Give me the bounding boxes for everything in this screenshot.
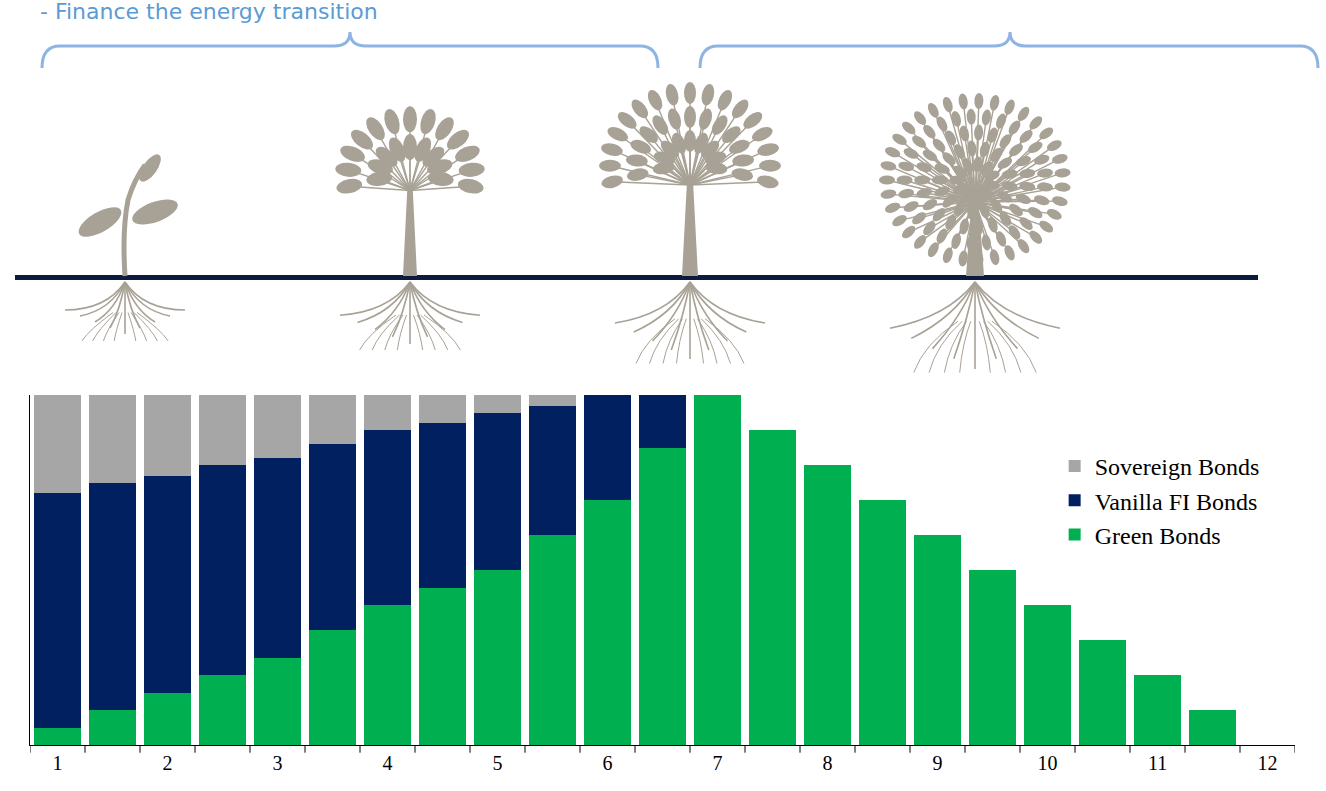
svg-text:6: 6: [603, 752, 613, 774]
svg-text:3: 3: [273, 752, 283, 774]
svg-text:4: 4: [383, 752, 393, 774]
svg-text:12: 12: [1258, 752, 1278, 774]
svg-text:1: 1: [53, 752, 63, 774]
svg-text:9: 9: [933, 752, 943, 774]
svg-text:2: 2: [163, 752, 173, 774]
svg-text:7: 7: [713, 752, 723, 774]
svg-text:10: 10: [1038, 752, 1058, 774]
svg-text:8: 8: [823, 752, 833, 774]
svg-text:- Finance the energy transitio: - Finance the energy transition: [40, 0, 378, 24]
svg-text:11: 11: [1148, 752, 1167, 774]
svg-text:Green Bonds: Green Bonds: [1095, 523, 1221, 549]
svg-text:Vanilla FI Bonds: Vanilla FI Bonds: [1095, 489, 1258, 515]
svg-text:Sovereign Bonds: Sovereign Bonds: [1095, 454, 1260, 480]
svg-text:5: 5: [493, 752, 503, 774]
